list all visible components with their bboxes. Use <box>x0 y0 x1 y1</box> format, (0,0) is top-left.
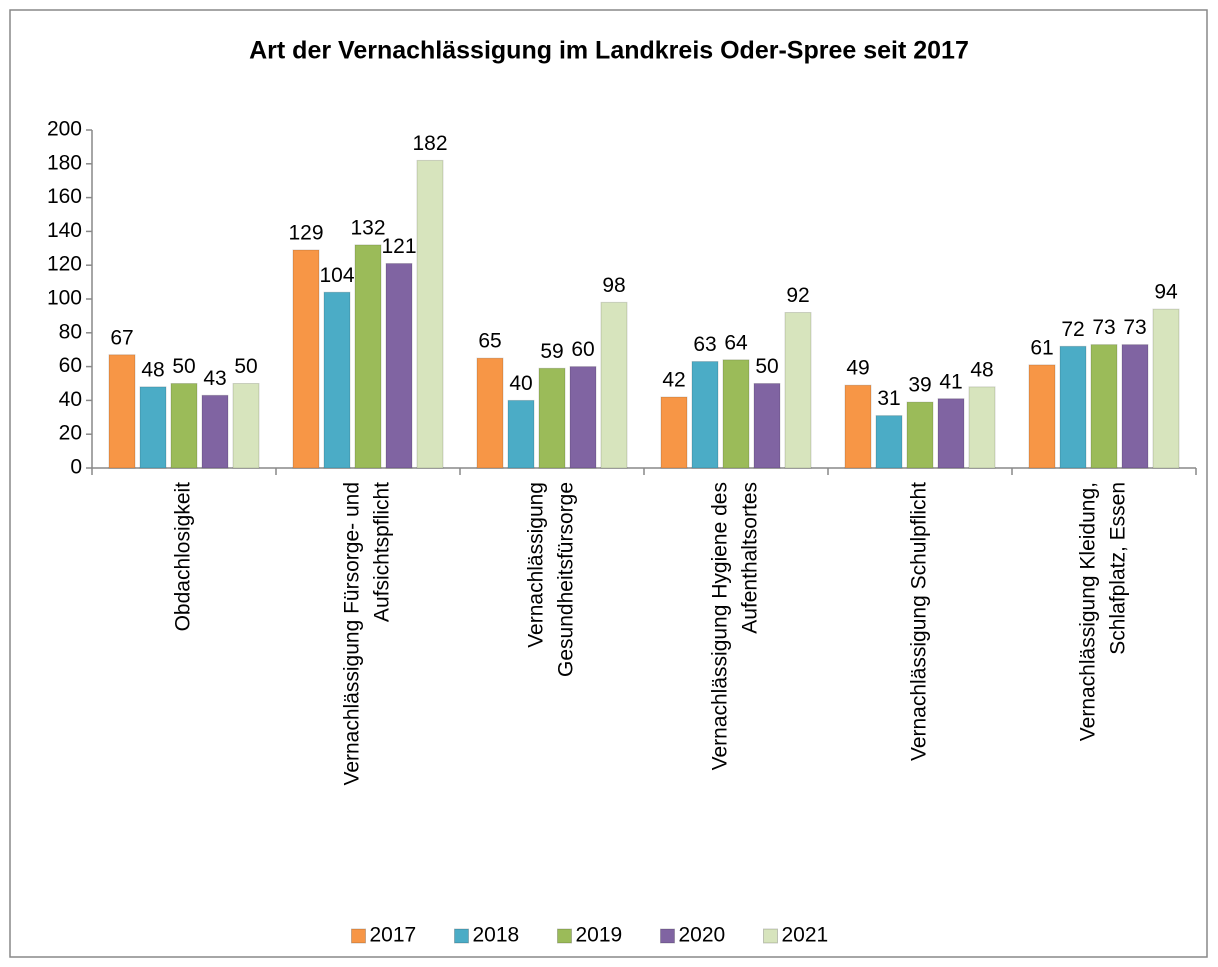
value-label: 39 <box>908 374 931 397</box>
legend-label: 2019 <box>576 924 623 947</box>
legend-swatch <box>351 928 366 944</box>
x-tick-label: Vernachlässigung Hygiene des <box>709 482 732 770</box>
value-label: 104 <box>319 264 354 287</box>
value-label: 129 <box>288 222 323 245</box>
value-label: 64 <box>724 331 748 354</box>
bar <box>569 366 597 469</box>
x-tick-label: Obdachlosigkeit <box>172 482 195 632</box>
bar <box>292 249 320 469</box>
bar <box>660 396 688 469</box>
value-label: 132 <box>350 216 385 239</box>
chart-title: Art der Vernachlässigung im Landkreis Od… <box>249 37 969 65</box>
x-tick-label: Vernachlässigung Schulpflicht <box>908 482 931 761</box>
value-label: 67 <box>110 326 133 349</box>
y-tick-label: 60 <box>59 354 82 377</box>
value-label: 50 <box>172 355 195 378</box>
value-label: 98 <box>602 274 625 297</box>
value-label: 42 <box>662 369 685 392</box>
bar <box>691 361 719 469</box>
value-label: 65 <box>478 330 501 353</box>
legend-swatch <box>660 928 675 944</box>
legend-label: 2021 <box>782 924 829 947</box>
x-tick-label: Vernachlässigung <box>525 482 548 648</box>
legend-swatch <box>763 928 778 944</box>
chart-border <box>9 9 1208 958</box>
bar <box>784 312 812 469</box>
bar <box>170 383 198 469</box>
bar <box>323 291 351 469</box>
bar <box>139 386 167 469</box>
bar <box>722 359 750 469</box>
y-tick-label: 100 <box>47 287 82 310</box>
value-label: 121 <box>381 235 416 258</box>
x-tick-label: Aufsichtspflicht <box>371 482 394 622</box>
bar <box>108 354 136 469</box>
bar <box>1059 345 1087 469</box>
bar <box>1152 308 1180 469</box>
bar <box>354 244 382 469</box>
value-label: 48 <box>141 358 164 381</box>
x-tick-label: Vernachlässigung Fürsorge- und <box>341 482 364 786</box>
legend-swatch <box>454 928 469 944</box>
value-label: 41 <box>939 370 962 393</box>
legend-label: 2017 <box>370 924 417 947</box>
bar <box>875 415 903 469</box>
bar <box>1090 344 1118 469</box>
value-label: 182 <box>412 132 447 155</box>
bar <box>416 159 444 469</box>
y-tick-label: 40 <box>59 388 82 411</box>
value-label: 60 <box>571 338 594 361</box>
bar <box>232 383 260 469</box>
value-label: 94 <box>1154 281 1178 304</box>
bar <box>753 383 781 469</box>
y-tick-label: 200 <box>47 118 82 141</box>
value-label: 50 <box>755 355 778 378</box>
bar <box>844 384 872 469</box>
bar <box>1028 364 1056 469</box>
value-label: 63 <box>693 333 716 356</box>
bar <box>538 367 566 469</box>
value-label: 49 <box>846 357 869 380</box>
x-tick-label: Schlafplatz, Essen <box>1107 482 1130 655</box>
value-label: 73 <box>1123 316 1146 339</box>
value-label: 31 <box>877 387 900 410</box>
y-tick-label: 120 <box>47 253 82 276</box>
legend-label: 2020 <box>679 924 726 947</box>
value-label: 92 <box>786 284 809 307</box>
x-tick-label: Gesundheitsfürsorge <box>555 482 578 677</box>
y-tick-label: 80 <box>59 320 82 343</box>
y-tick-label: 140 <box>47 219 82 242</box>
y-tick-label: 180 <box>47 151 82 174</box>
value-label: 48 <box>970 358 993 381</box>
value-label: 73 <box>1092 316 1115 339</box>
y-tick-label: 160 <box>47 185 82 208</box>
x-tick-label: Vernachlässigung Kleidung, <box>1077 482 1100 741</box>
bar <box>906 401 934 469</box>
bar <box>507 399 535 469</box>
legend-label: 2018 <box>473 924 520 947</box>
bar <box>937 398 965 469</box>
bar <box>385 263 413 469</box>
value-label: 50 <box>234 355 257 378</box>
value-label: 40 <box>509 372 532 395</box>
bar <box>968 386 996 469</box>
bar <box>1121 344 1149 469</box>
value-label: 43 <box>203 367 226 390</box>
bar <box>476 357 504 469</box>
bar <box>600 301 628 469</box>
y-tick-label: 20 <box>59 422 82 445</box>
value-label: 72 <box>1061 318 1084 341</box>
bar <box>201 394 229 469</box>
value-label: 61 <box>1030 336 1053 359</box>
value-label: 59 <box>540 340 563 363</box>
legend-swatch <box>557 928 572 944</box>
x-tick-label: Aufenthaltsortes <box>739 482 762 634</box>
y-tick-label: 0 <box>70 456 82 479</box>
